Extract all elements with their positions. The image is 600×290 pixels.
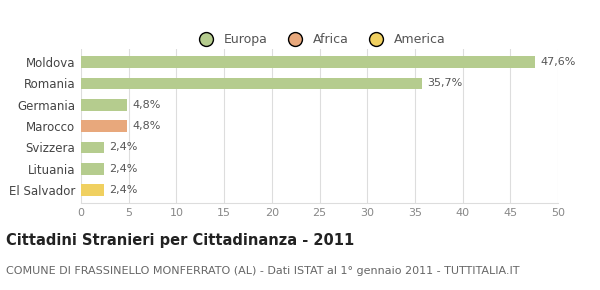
Text: Cittadini Stranieri per Cittadinanza - 2011: Cittadini Stranieri per Cittadinanza - 2…: [6, 233, 354, 248]
Text: 4,8%: 4,8%: [133, 121, 161, 131]
Text: 2,4%: 2,4%: [110, 142, 138, 153]
Text: 47,6%: 47,6%: [541, 57, 576, 67]
Bar: [81, 120, 127, 132]
Text: 4,8%: 4,8%: [133, 100, 161, 110]
Bar: [81, 142, 104, 153]
Text: COMUNE DI FRASSINELLO MONFERRATO (AL) - Dati ISTAT al 1° gennaio 2011 - TUTTITAL: COMUNE DI FRASSINELLO MONFERRATO (AL) - …: [6, 266, 520, 276]
Bar: [81, 56, 535, 68]
Legend: Europa, Africa, America: Europa, Africa, America: [189, 28, 450, 51]
Text: 2,4%: 2,4%: [110, 164, 138, 174]
Bar: [81, 163, 104, 175]
Text: 2,4%: 2,4%: [110, 185, 138, 195]
Bar: [81, 99, 127, 111]
Bar: [81, 184, 104, 196]
Text: 35,7%: 35,7%: [427, 79, 463, 88]
Bar: [81, 78, 422, 89]
